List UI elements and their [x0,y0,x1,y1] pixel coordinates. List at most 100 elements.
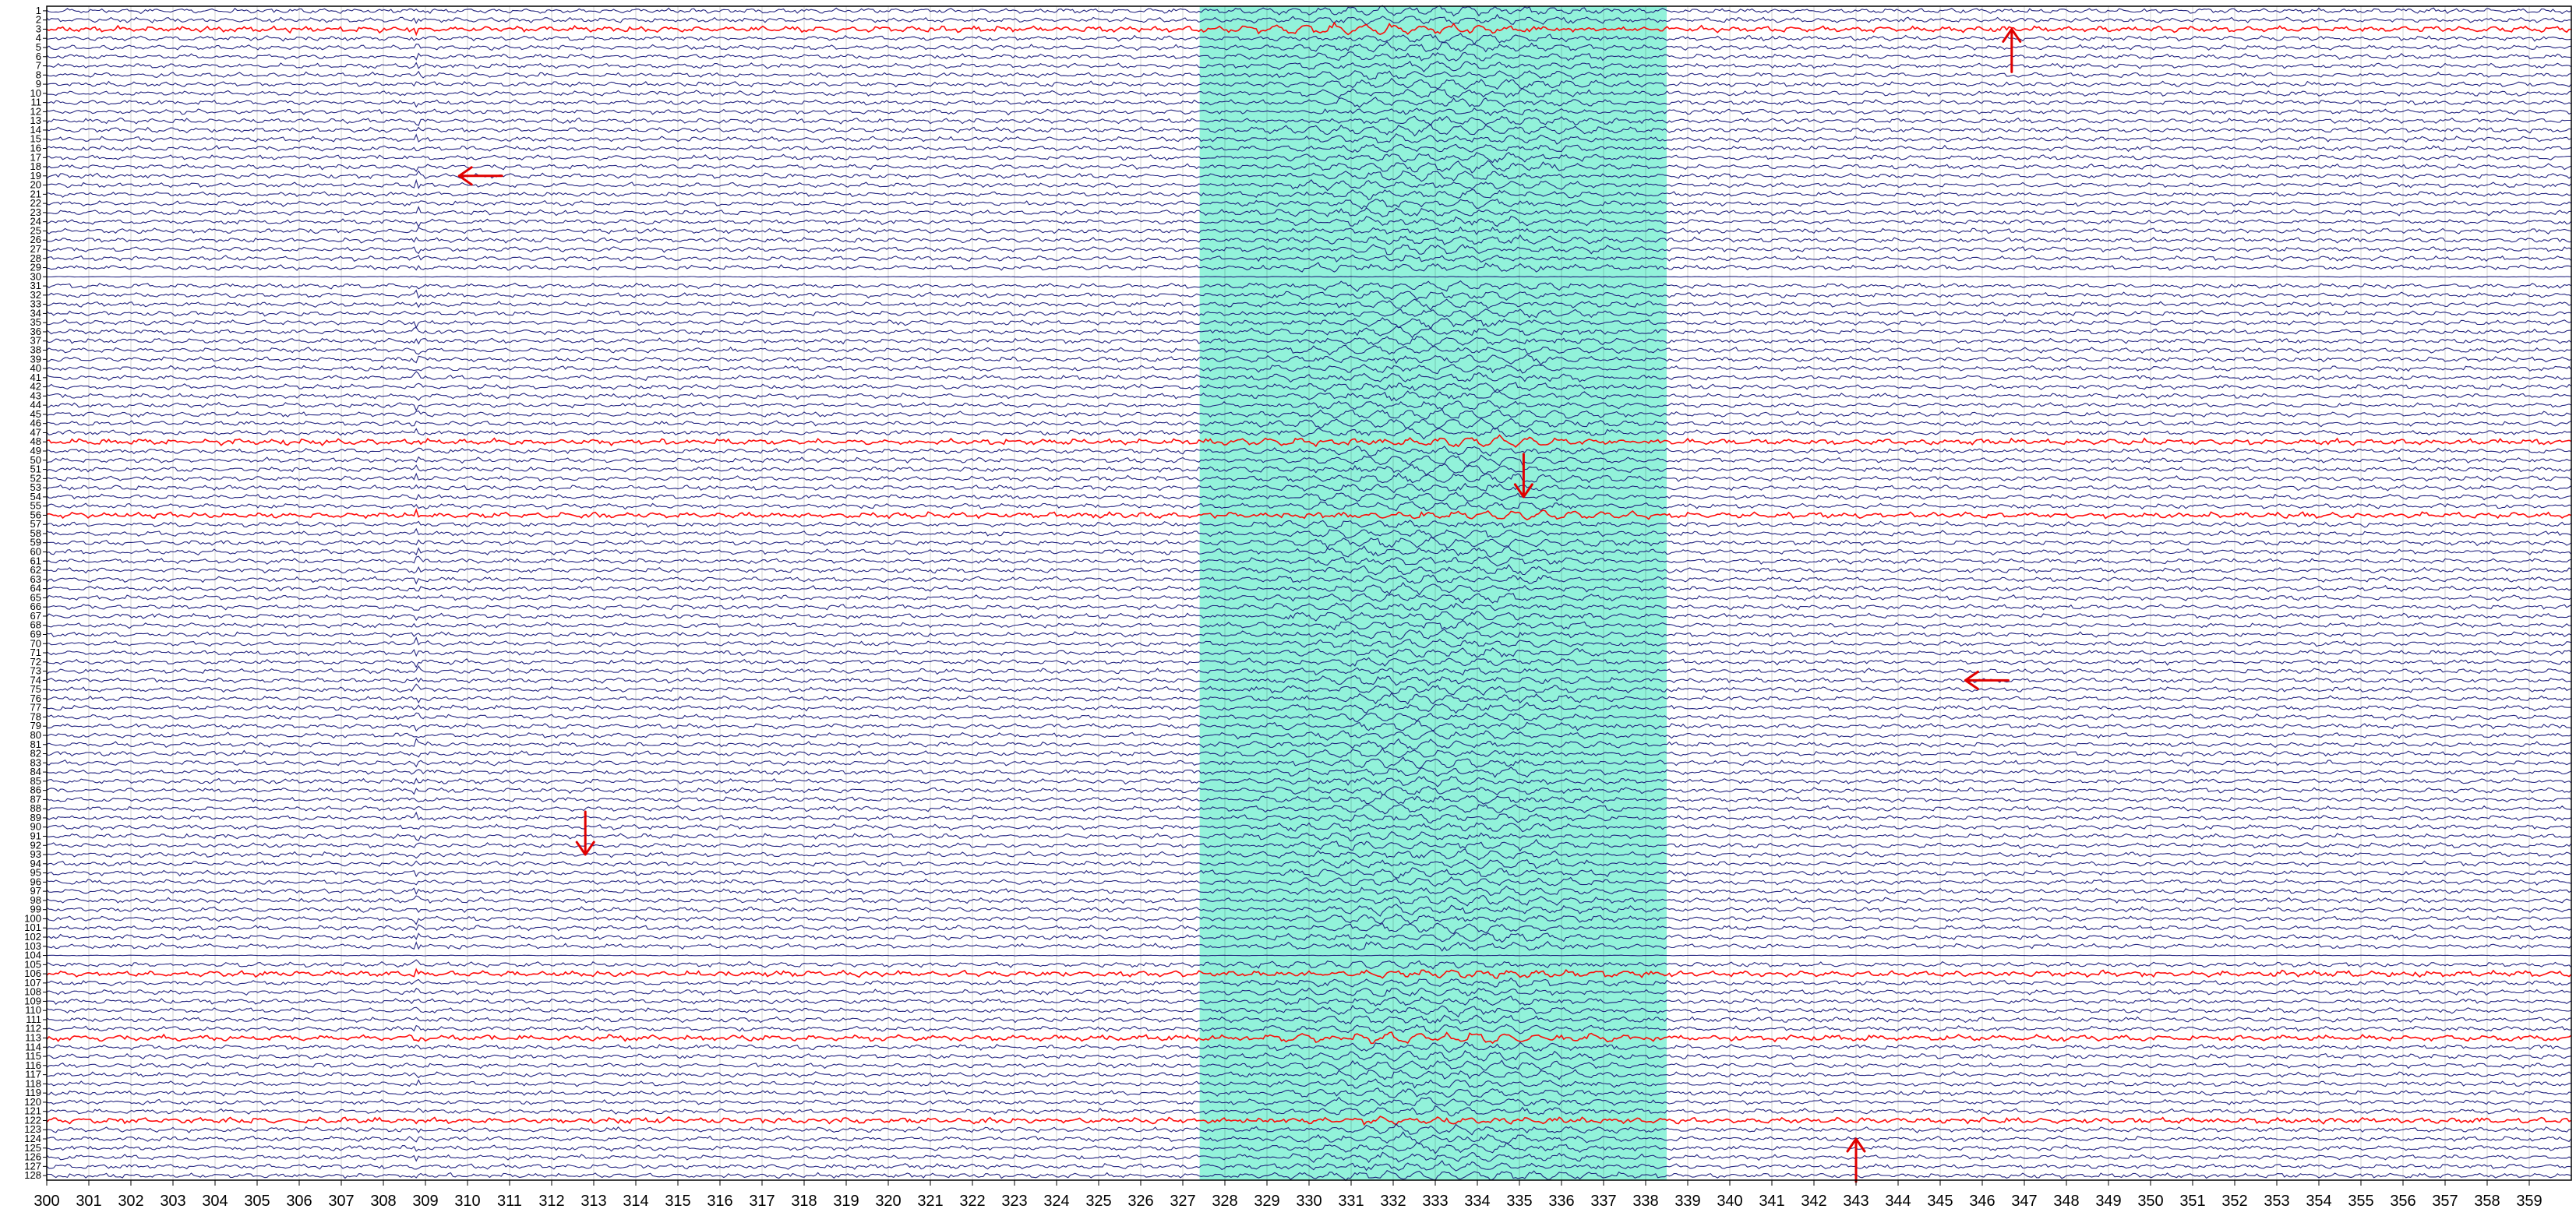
channel-label: 121 [24,1105,41,1117]
channel-trace [46,1141,2572,1154]
channel-label: 123 [24,1123,41,1135]
x-tick-label: 322 [959,1193,985,1210]
channel-label: 50 [30,454,41,466]
channel-trace [46,574,2572,585]
channel-label: 74 [30,674,41,686]
x-tick-label: 314 [623,1193,648,1210]
channel-trace [46,729,2572,741]
channel-label: 115 [25,1050,41,1062]
channel-label: 5 [36,41,41,53]
x-tick-label: 355 [2348,1193,2373,1210]
channel-label: 97 [30,885,41,897]
channel-trace [46,977,2572,988]
x-tick-label: 330 [1296,1193,1322,1210]
channel-trace [46,1004,2572,1018]
channel-label: 102 [24,931,41,943]
channel-trace [46,811,2572,824]
channel-label: 52 [30,472,41,484]
channel-trace [46,371,2572,383]
channel-label: 94 [30,858,41,869]
x-tick-label: 326 [1127,1193,1153,1210]
channel-label: 38 [30,344,41,356]
channel-trace [46,1131,2572,1144]
x-tick-label: 344 [1885,1193,1911,1210]
channel-trace [46,520,2572,530]
channel-trace [46,922,2572,935]
channel-trace [46,867,2572,879]
x-tick-label: 320 [875,1193,901,1210]
x-tick-label: 358 [2474,1193,2500,1210]
channel-trace [46,262,2572,273]
channel-trace [46,234,2572,245]
channel-label: 107 [24,977,41,989]
channel-trace [46,336,2572,347]
channel-label: 9 [36,78,41,90]
channel-trace [46,151,2572,164]
channel-label: 43 [30,389,41,401]
x-tick-label: 341 [1759,1193,1784,1210]
channel-trace [46,364,2572,375]
channel-label: 67 [30,610,41,622]
channel-label: 40 [30,362,41,374]
channel-label: 28 [30,252,41,264]
channel-trace [46,390,2572,402]
channel-label: 61 [30,555,41,566]
channel-trace [46,70,2572,80]
channel-trace [46,683,2572,696]
channel-trace [46,775,2572,788]
channel-trace [46,280,2572,293]
channel-label: 1 [36,5,41,16]
channel-label: 95 [30,867,41,879]
channel-trace [46,492,2572,502]
x-tick-label: 342 [1801,1193,1826,1210]
channel-label: 6 [36,51,41,62]
channel-trace [46,747,2572,759]
channel-trace [46,712,2572,723]
channel-label: 119 [25,1087,41,1098]
channel-trace [46,647,2572,658]
channel-trace [46,692,2572,705]
annotation-arrow [1846,1137,1866,1183]
channel-trace [46,408,2572,420]
channel-label: 24 [30,216,41,227]
channel-label: 125 [24,1142,41,1154]
channel-trace [46,996,2572,1006]
channel-trace [46,434,2572,449]
x-tick-label: 338 [1632,1193,1658,1210]
channel-label: 17 [30,151,41,163]
channel-label: 86 [30,784,41,796]
channel-label: 87 [30,793,41,805]
channel-trace [46,178,2572,192]
channel-label: 83 [30,756,41,768]
annotation-arrow [2002,27,2022,73]
channel-label: 101 [24,922,41,933]
channel-trace [46,198,2572,210]
channel-trace [46,326,2572,339]
channel-trace [46,904,2572,917]
channel-label: 44 [30,399,41,411]
channel-label: 11 [31,97,42,108]
channel-trace [46,1096,2572,1107]
x-tick-label: 331 [1338,1193,1364,1210]
channel-label: 103 [24,940,41,952]
x-tick-label: 308 [370,1193,396,1210]
channel-trace [46,720,2572,732]
channel-label: 65 [30,591,41,603]
channel-label: 82 [30,748,41,760]
x-tick-label: 302 [118,1193,143,1210]
channel-label: 36 [30,326,41,337]
x-tick-label: 337 [1590,1193,1616,1210]
channel-trace [46,5,2572,17]
channel-trace [46,803,2572,815]
channel-trace [47,636,2572,649]
channel-label: 113 [25,1032,41,1044]
channel-label: 70 [30,637,41,649]
x-tick-label: 357 [2432,1193,2458,1210]
channel-trace [46,354,2572,366]
x-tick-label: 316 [707,1193,732,1210]
channel-trace [46,298,2572,311]
channel-trace [46,501,2572,512]
channel-label: 33 [30,298,41,310]
